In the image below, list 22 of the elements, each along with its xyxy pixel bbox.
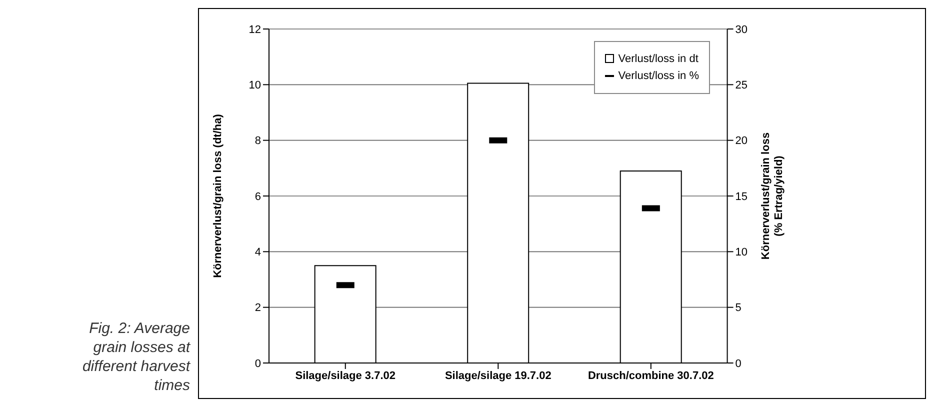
y-axis-title: Körnerverlust/grain loss (dt/ha) [212,114,224,278]
y-tick-label: 4 [254,246,261,259]
legend-label: Verlust/loss in % [618,70,699,82]
y-tick-label: 6 [254,190,261,203]
y-tick-label: 12 [248,24,261,36]
x-tick-label: Silage/silage 19.7.02 [444,370,552,382]
x-tick-label: Drusch/combine 30.7.02 [588,370,714,382]
y-tick-label: 10 [248,80,261,92]
y2-tick-label: 10 [735,246,748,259]
y2-tick-label: 20 [735,135,748,148]
caption: Fig. 2: Average grain losses at different harvest times [81,319,190,395]
y2-tick-label: 30 [735,24,748,36]
y-tick-label: 0 [254,358,261,370]
y-tick-label: 2 [254,302,261,314]
y2-tick-label: 25 [735,80,748,92]
y-tick-label: 8 [254,135,261,148]
y2-tick-label: 5 [735,302,742,314]
legend-label: Verlust/loss in dt [618,53,698,65]
y2-axis-title: Körnerverlust/grain loss (% Ertrag/yield) [760,132,785,260]
y2-tick-label: 15 [735,190,748,203]
y2-tick-label: 0 [735,358,742,370]
x-tick-label: Silage/silage 3.7.02 [295,370,396,382]
